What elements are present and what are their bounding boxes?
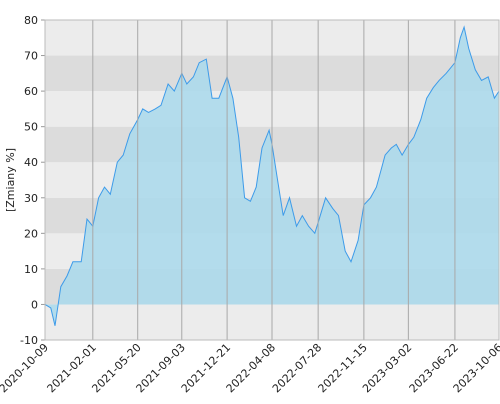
y-tick-label: 10 bbox=[24, 263, 38, 276]
y-tick-label: 20 bbox=[24, 227, 38, 240]
y-tick-label: 60 bbox=[24, 85, 38, 98]
x-tick-label: 2020-10-09 bbox=[0, 341, 51, 395]
y-tick-label: 80 bbox=[24, 14, 38, 27]
y-tick-label: 30 bbox=[24, 192, 38, 205]
y-tick-label: 0 bbox=[31, 298, 38, 311]
y-tick-label: 50 bbox=[24, 121, 38, 134]
y-axis-label: [Zmiany %] bbox=[4, 148, 17, 212]
y-tick-label: 70 bbox=[24, 50, 38, 63]
y-tick-label: -10 bbox=[20, 334, 38, 347]
y-tick-label: 40 bbox=[24, 156, 38, 169]
plot-frame bbox=[44, 19, 500, 341]
